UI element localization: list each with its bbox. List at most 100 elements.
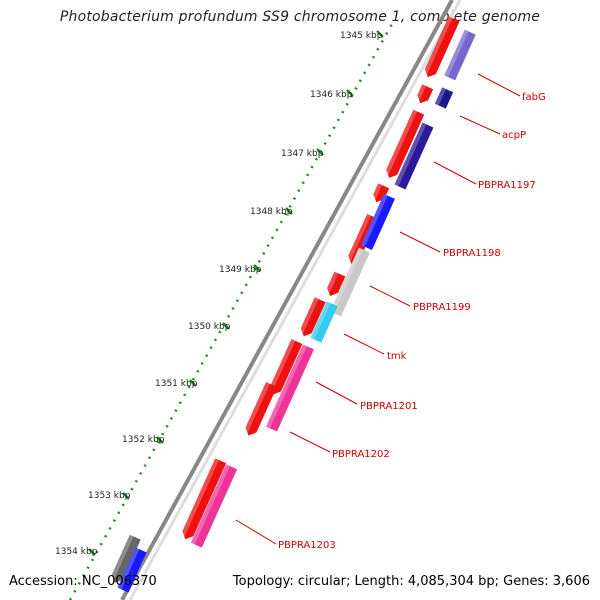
gene-label-leader: [369, 285, 411, 307]
gene-block-highlight: [330, 247, 363, 314]
scale-tick-label: 1345 kbp: [340, 31, 383, 41]
gene-block-highlight: [361, 194, 388, 247]
cds-forward-block-shape: [270, 339, 303, 395]
gene-block-shape: [444, 29, 476, 81]
gene-block-shape: [117, 547, 147, 593]
gene-label-text: acpP: [502, 130, 526, 141]
scale-tick-label: 1349 kbp: [219, 265, 262, 275]
scale-tick-mark: [253, 264, 261, 272]
cds-forward-block-shape: [327, 271, 346, 296]
cds-forward-block: [109, 534, 141, 583]
gene-block: [310, 301, 338, 343]
cds-forward-block: [243, 382, 277, 436]
gene-block: [434, 87, 454, 109]
scale-tick-mark: [189, 379, 197, 387]
gene-block: [266, 344, 314, 432]
gene-label-leader: [399, 231, 441, 253]
cds-forward-block-shape: [245, 382, 277, 436]
scale-tick-mark: [156, 436, 164, 444]
gene-track: [117, 29, 476, 593]
cds-forward-block-highlight: [243, 382, 270, 435]
genome-stats-text: Topology: circular; Length: 4,085,304 bp…: [232, 574, 590, 589]
cds-forward-block-highlight: [324, 271, 339, 296]
scale-tick-label: 1353 kbp: [88, 491, 131, 501]
cds-forward-block-highlight: [179, 458, 220, 539]
scale-tick-mark: [222, 322, 230, 330]
gene-block-highlight: [190, 464, 231, 545]
cds-track: [109, 16, 460, 583]
gene-block-shape: [394, 122, 434, 190]
gene-block-shape: [190, 464, 238, 548]
cds-forward-block: [179, 458, 227, 540]
scale-tick-mark: [376, 30, 384, 38]
cds-forward-block-shape: [424, 16, 460, 78]
cds-forward-block-highlight: [370, 183, 383, 202]
cds-forward-block-shape: [386, 109, 425, 178]
gene-label-text: PBPRA1197: [478, 180, 536, 191]
gene-block-highlight: [394, 122, 427, 187]
gene-label-leader: [459, 115, 501, 135]
inner-ring-line: [128, 0, 462, 600]
scale-tick-mark: [88, 548, 96, 556]
gene-label-leader: [315, 381, 358, 405]
gene-block: [117, 547, 147, 593]
cds-forward-block: [298, 297, 326, 337]
scale-track: 1345 kbp 1346 kbp 1347 kbp 1348 kbp 1349 kbp…: [55, 23, 394, 600]
gene-block-shape: [434, 87, 454, 109]
cds-forward-block-highlight: [383, 109, 418, 178]
cds-forward-block-shape: [300, 297, 326, 337]
cds-forward-block: [422, 16, 460, 78]
gene-label-text: PBPRA1203: [278, 540, 336, 551]
scale-tick-label: 1352 kbp: [122, 435, 165, 445]
gene-label-leader: [235, 519, 277, 545]
scale-tick-label: 1346 kbp: [310, 90, 353, 100]
gene-block: [444, 29, 476, 81]
gene-block: [330, 247, 370, 317]
gene-label-leader: [477, 73, 521, 97]
scale-tick-mark: [316, 148, 324, 156]
map-title: Photobacterium profundum SS9 chromosome …: [59, 9, 541, 25]
cds-forward-block-highlight: [345, 213, 372, 263]
gene-block: [190, 464, 238, 548]
gene-label-text: fabG: [522, 92, 546, 103]
scale-tick-label: 1347 kbp: [281, 149, 324, 159]
cds-forward-block-highlight: [109, 534, 134, 583]
gene-block-highlight: [266, 344, 307, 429]
scale-tick-label: 1354 kbp: [55, 547, 98, 557]
cds-forward-block: [267, 339, 303, 395]
gene-block-highlight: [444, 29, 469, 78]
cds-forward-block: [370, 183, 390, 203]
cds-forward-block: [414, 84, 434, 104]
gene-labels: fabG acpP PBPRA1197 PBPRA1198 PBPRA1199 tmk PB…: [235, 73, 546, 551]
cds-forward-block: [324, 271, 346, 296]
cds-forward-block-shape: [182, 458, 227, 540]
gene-block: [394, 122, 434, 190]
gene-block-highlight: [310, 301, 331, 340]
gene-label-text: PBPRA1198: [443, 248, 501, 259]
scale-tick-mark: [346, 89, 354, 97]
cds-forward-block: [383, 109, 425, 178]
scale-tick-label: 1348 kbp: [250, 207, 293, 217]
cds-forward-block-highlight: [298, 297, 319, 336]
cds-forward-block-highlight: [267, 339, 296, 394]
gene-label-leader: [289, 431, 331, 453]
gene-block-shape: [330, 247, 370, 317]
scale-dotted-line: [68, 23, 394, 600]
outer-ring-line: [120, 0, 454, 600]
gene-block-highlight: [434, 87, 447, 106]
scale-tick-label: 1351 kbp: [155, 379, 198, 389]
gene-block-highlight: [117, 547, 140, 590]
cds-forward-block-shape: [373, 183, 390, 203]
gene-label-leader: [433, 161, 477, 185]
gene-label-text: PBPRA1202: [332, 449, 390, 460]
scale-tick-mark: [285, 207, 293, 215]
gene-block-shape: [310, 301, 338, 343]
cds-forward-block-shape: [111, 534, 141, 583]
gene-label-leader: [343, 333, 385, 355]
gene-block: [361, 194, 395, 250]
gene-label-text: PBPRA1201: [360, 401, 418, 412]
cds-forward-block-highlight: [414, 84, 427, 103]
gene-block-shape: [266, 344, 314, 432]
gene-label-text: PBPRA1199: [413, 302, 471, 313]
